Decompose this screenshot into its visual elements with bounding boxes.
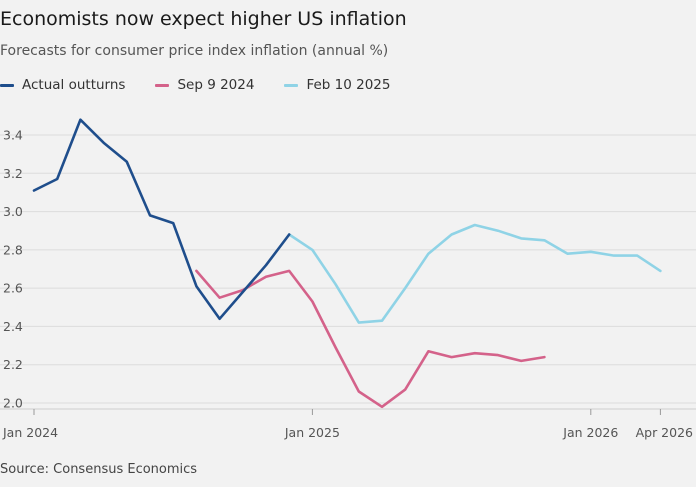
- series-line-sep-9-2024: [195, 269, 546, 409]
- x-tick-label-0: Jan 2024: [2, 425, 58, 440]
- y-tick-label-2.8: 2.8: [3, 242, 23, 257]
- y-tick-label-2.6: 2.6: [3, 281, 23, 296]
- source-note: Source: Consensus Economics: [0, 462, 198, 477]
- x-tick-label-2: Jan 2026: [562, 425, 618, 440]
- legend-item-sep-2024: Sep 9 2024: [155, 77, 254, 93]
- x-axis-ticks: Jan 2024 Jan 2025 Jan 2026 Apr 2026: [2, 409, 693, 440]
- legend-label-feb-2025: Feb 10 2025: [306, 77, 391, 93]
- y-tick-label-2.2: 2.2: [3, 357, 23, 372]
- y-tick-label-2.4: 2.4: [3, 319, 23, 334]
- series-lines: [32, 118, 662, 409]
- x-tick-label-3: Apr 2026: [636, 425, 693, 440]
- y-axis-ticks: 2.0 2.2 2.4 2.6 2.8 3.0 3.2 3.4: [3, 128, 23, 411]
- y-tick-label-3.2: 3.2: [3, 166, 23, 181]
- legend-swatch-feb-2025: [284, 83, 299, 87]
- legend-item-actual: Actual outturns: [0, 77, 125, 93]
- y-tick-label-2.0: 2.0: [3, 396, 23, 411]
- legend-label-sep-2024: Sep 9 2024: [177, 77, 255, 93]
- y-tick-label-3.0: 3.0: [3, 204, 23, 219]
- legend-label-actual: Actual outturns: [22, 77, 126, 93]
- series-line-feb-10-2025: [287, 223, 662, 324]
- chart-subtitle: Forecasts for consumer price index infla…: [0, 43, 389, 59]
- series-line-actual-outturns: [32, 118, 291, 321]
- legend-swatch-sep-2024: [155, 83, 170, 87]
- legend-item-feb-2025: Feb 10 2025: [284, 77, 390, 93]
- grid-lines: [0, 134, 696, 410]
- legend-swatch-actual: [0, 83, 14, 87]
- y-tick-label-3.4: 3.4: [3, 128, 23, 143]
- legend: Actual outturns Sep 9 2024 Feb 10 2025: [0, 76, 420, 94]
- x-tick-label-1: Jan 2025: [284, 425, 340, 440]
- chart-title: Economists now expect higher US inflatio…: [0, 8, 407, 30]
